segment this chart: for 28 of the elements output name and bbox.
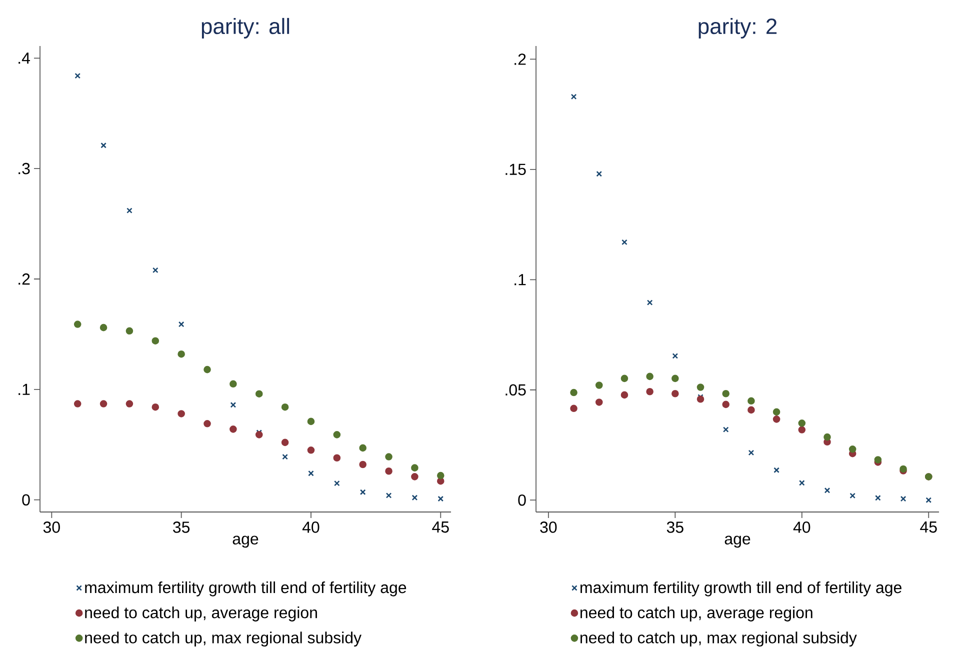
chart-title: parity: all [202, 18, 290, 38]
legend-label: need to catch up, max regional subsidy [85, 632, 362, 647]
legend-label: need to catch up, average region [85, 606, 317, 622]
legend-label: maximum fertility growth till end of fertility age [580, 581, 902, 596]
y-tick-label: 0 [22, 494, 30, 506]
x-tick-label: 30 [43, 522, 60, 533]
x-tick-label: 45 [432, 522, 449, 533]
y-tick-label: .3 [18, 162, 30, 174]
legend-label: need to catch up, max regional subsidy [580, 632, 857, 647]
legend-label: maximum fertility growth till end of fertility age [85, 581, 406, 596]
x-axis-title: age [724, 536, 750, 548]
x-tick-label: 35 [666, 522, 684, 533]
x-tick-label: 35 [173, 522, 190, 533]
y-tick-label: .2 [18, 273, 30, 285]
y-tick-label: .1 [514, 274, 526, 286]
x-tick-label: 30 [540, 522, 557, 533]
y-tick-label: .1 [18, 384, 30, 395]
y-tick-label: .15 [506, 164, 526, 176]
x-axis-title: age [232, 536, 258, 548]
x-tick-label: 40 [793, 522, 810, 533]
y-tick-label: 0 [518, 494, 526, 506]
x-tick-label: 45 [920, 522, 937, 533]
y-tick-label: .05 [506, 384, 526, 396]
legend-label: need to catch up, average region [580, 606, 812, 622]
x-tick-label: 40 [302, 522, 320, 533]
chart-title: parity: 2 [698, 18, 777, 38]
y-tick-label: .4 [18, 52, 30, 64]
y-tick-label: .2 [514, 54, 526, 65]
